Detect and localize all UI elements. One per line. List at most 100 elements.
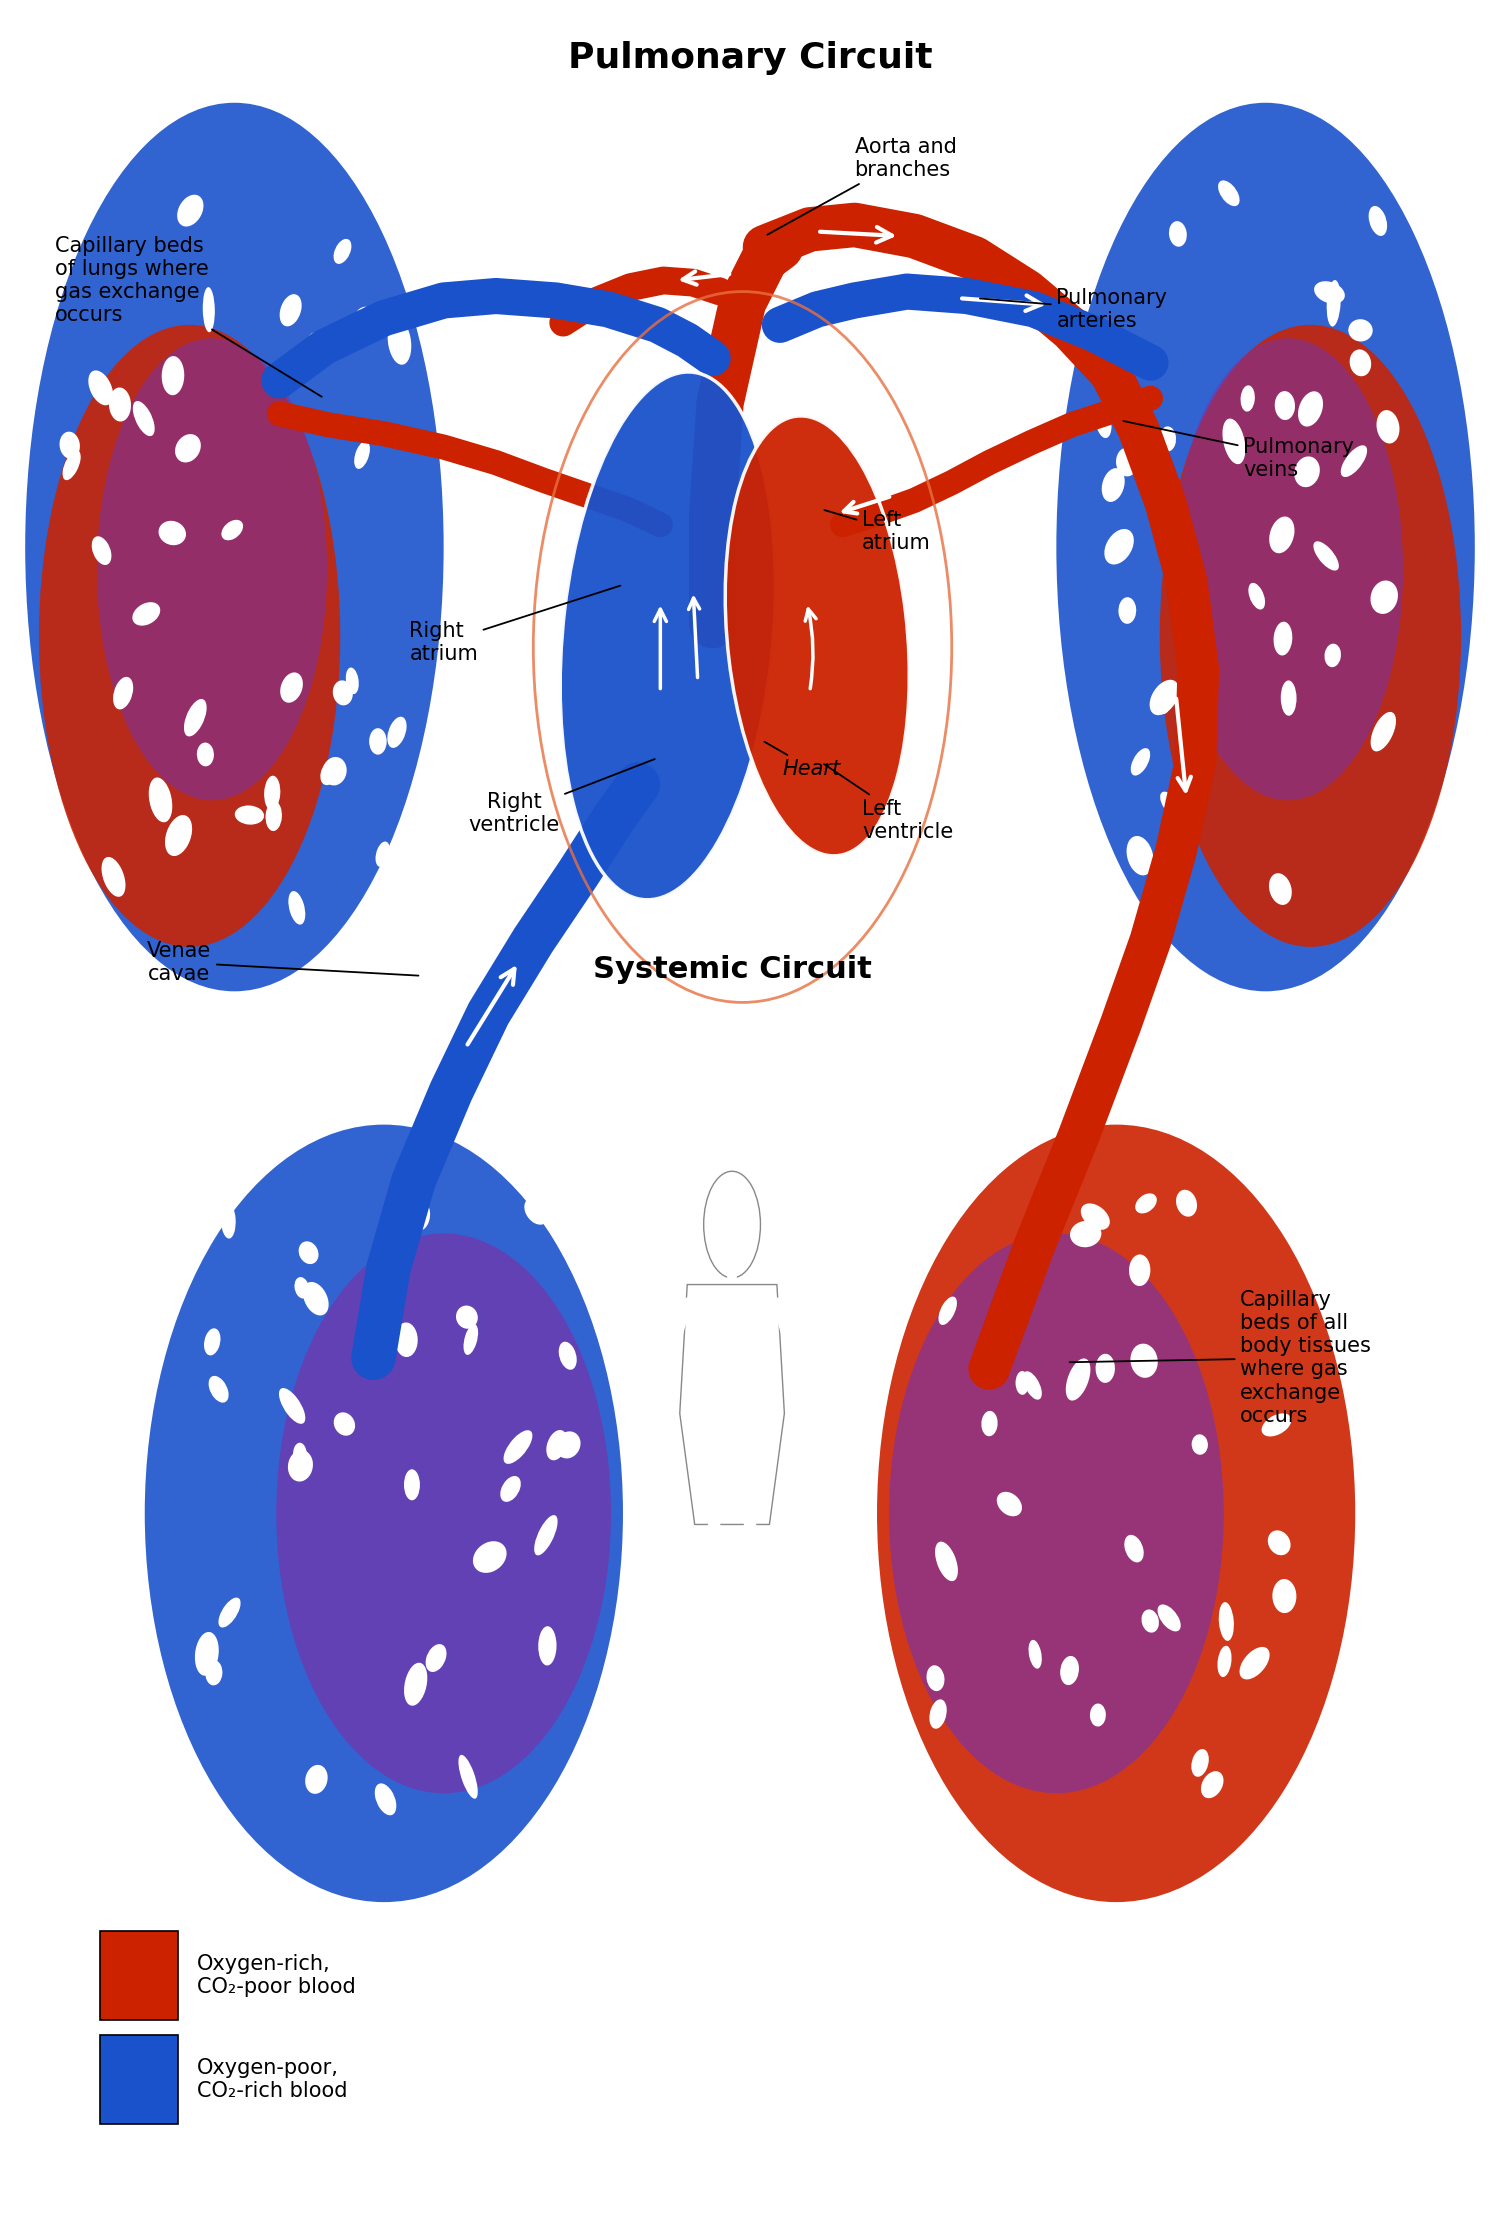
Text: Capillary
beds of all
body tissues
where gas
exchange
occurs: Capillary beds of all body tissues where… xyxy=(1070,1289,1371,1425)
Ellipse shape xyxy=(1095,405,1112,439)
Ellipse shape xyxy=(1082,1203,1110,1229)
Ellipse shape xyxy=(39,325,340,946)
Ellipse shape xyxy=(346,668,358,695)
FancyBboxPatch shape xyxy=(100,2035,177,2125)
Ellipse shape xyxy=(204,1327,220,1356)
Text: Oxygen-poor,
CO₂-rich blood: Oxygen-poor, CO₂-rich blood xyxy=(196,2058,348,2102)
Ellipse shape xyxy=(354,307,376,334)
Ellipse shape xyxy=(1116,448,1138,477)
Ellipse shape xyxy=(63,450,81,481)
Text: Pulmonary Circuit: Pulmonary Circuit xyxy=(567,42,933,76)
Ellipse shape xyxy=(303,1283,328,1316)
Ellipse shape xyxy=(546,1430,567,1461)
Ellipse shape xyxy=(196,742,214,766)
Ellipse shape xyxy=(1418,897,1437,920)
Ellipse shape xyxy=(1173,339,1402,799)
Text: Right
atrium: Right atrium xyxy=(410,586,621,664)
Ellipse shape xyxy=(298,1240,318,1265)
Ellipse shape xyxy=(1016,1372,1029,1394)
Ellipse shape xyxy=(144,1125,622,1902)
Ellipse shape xyxy=(304,1764,327,1795)
Ellipse shape xyxy=(279,294,302,327)
Ellipse shape xyxy=(132,601,160,626)
Ellipse shape xyxy=(1281,681,1296,715)
Ellipse shape xyxy=(426,1644,447,1672)
Ellipse shape xyxy=(1274,621,1293,655)
Ellipse shape xyxy=(939,1296,957,1325)
Ellipse shape xyxy=(354,441,370,470)
Ellipse shape xyxy=(88,370,112,405)
Ellipse shape xyxy=(1160,425,1176,452)
Ellipse shape xyxy=(177,194,204,227)
Ellipse shape xyxy=(404,1664,427,1706)
Ellipse shape xyxy=(981,1412,998,1436)
Ellipse shape xyxy=(288,1450,314,1481)
Ellipse shape xyxy=(322,757,346,786)
Text: Pulmonary
veins: Pulmonary veins xyxy=(1124,421,1354,479)
Text: Left
atrium: Left atrium xyxy=(825,510,932,552)
Ellipse shape xyxy=(102,857,126,897)
Ellipse shape xyxy=(534,1514,558,1554)
Ellipse shape xyxy=(1142,1610,1160,1632)
Ellipse shape xyxy=(1119,597,1136,624)
Ellipse shape xyxy=(1239,1648,1269,1679)
Ellipse shape xyxy=(1066,1358,1090,1401)
Ellipse shape xyxy=(1262,1414,1292,1436)
Ellipse shape xyxy=(1090,1704,1106,1726)
Ellipse shape xyxy=(1131,748,1150,775)
Ellipse shape xyxy=(1023,1372,1042,1401)
Ellipse shape xyxy=(504,1430,532,1463)
Ellipse shape xyxy=(375,842,390,866)
Ellipse shape xyxy=(1218,180,1239,207)
Ellipse shape xyxy=(1158,1603,1180,1632)
Ellipse shape xyxy=(1126,835,1154,875)
Ellipse shape xyxy=(1191,1748,1209,1777)
Ellipse shape xyxy=(280,673,303,704)
Text: Left
ventricle: Left ventricle xyxy=(824,764,954,842)
Ellipse shape xyxy=(53,180,80,212)
Ellipse shape xyxy=(321,759,340,786)
Ellipse shape xyxy=(184,699,207,737)
Ellipse shape xyxy=(1154,688,1170,715)
Ellipse shape xyxy=(538,1626,556,1666)
Ellipse shape xyxy=(1314,541,1340,570)
Ellipse shape xyxy=(1095,1354,1114,1383)
Ellipse shape xyxy=(1248,583,1264,610)
Ellipse shape xyxy=(333,681,352,706)
Text: Right
ventricle: Right ventricle xyxy=(468,759,656,835)
Ellipse shape xyxy=(148,777,172,822)
Text: Heart: Heart xyxy=(765,742,842,779)
Ellipse shape xyxy=(1268,1530,1290,1554)
Ellipse shape xyxy=(1269,517,1294,552)
Ellipse shape xyxy=(410,1200,430,1232)
Ellipse shape xyxy=(456,1305,478,1330)
Text: Capillary beds
of lungs where
gas exchange
occurs: Capillary beds of lungs where gas exchan… xyxy=(56,236,321,396)
Text: Systemic Circuit: Systemic Circuit xyxy=(592,955,871,984)
Ellipse shape xyxy=(1070,1220,1101,1247)
Ellipse shape xyxy=(1348,318,1372,341)
Ellipse shape xyxy=(934,1541,958,1581)
Ellipse shape xyxy=(60,432,80,459)
Ellipse shape xyxy=(1269,873,1292,904)
Ellipse shape xyxy=(236,806,264,824)
Ellipse shape xyxy=(1275,392,1294,421)
Ellipse shape xyxy=(1240,385,1256,412)
Ellipse shape xyxy=(1324,644,1341,668)
Ellipse shape xyxy=(1080,238,1104,261)
Ellipse shape xyxy=(1136,1194,1156,1214)
Ellipse shape xyxy=(1377,410,1400,443)
Ellipse shape xyxy=(555,1432,580,1459)
Ellipse shape xyxy=(98,339,327,799)
Ellipse shape xyxy=(1298,392,1323,428)
Ellipse shape xyxy=(112,677,134,710)
Ellipse shape xyxy=(209,1376,228,1403)
Ellipse shape xyxy=(394,1323,417,1356)
Ellipse shape xyxy=(501,1477,520,1501)
Ellipse shape xyxy=(202,287,214,332)
Ellipse shape xyxy=(1017,1225,1048,1249)
Ellipse shape xyxy=(472,1541,507,1572)
Ellipse shape xyxy=(1104,530,1134,563)
Ellipse shape xyxy=(1101,468,1125,501)
Ellipse shape xyxy=(26,102,444,991)
Ellipse shape xyxy=(1326,281,1341,327)
